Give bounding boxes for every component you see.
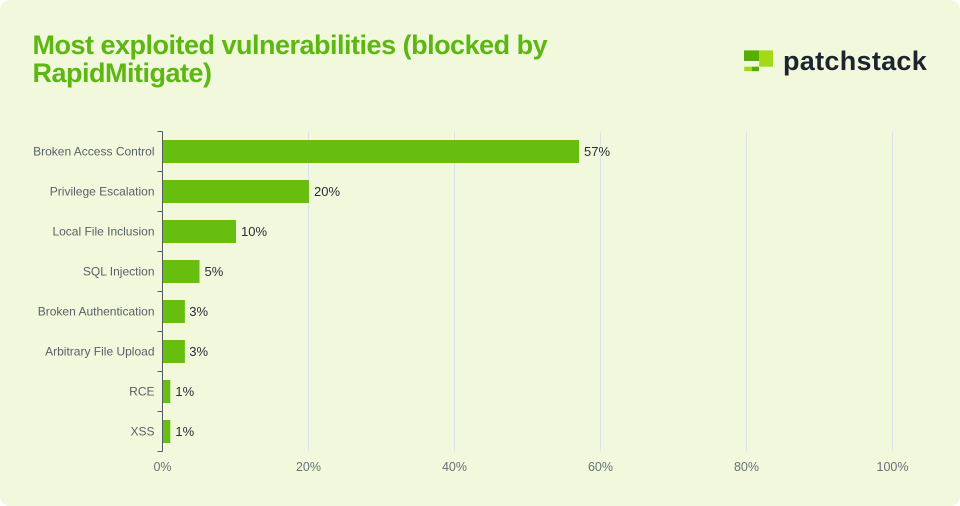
svg-text:RCE: RCE [129,385,154,399]
svg-text:3%: 3% [189,344,208,359]
svg-text:80%: 80% [734,460,759,474]
svg-text:Local File Inclusion: Local File Inclusion [52,225,154,239]
svg-text:XSS: XSS [130,425,154,439]
svg-text:1%: 1% [175,424,194,439]
svg-text:60%: 60% [588,460,613,474]
svg-text:Arbitrary File Upload: Arbitrary File Upload [45,345,154,359]
svg-text:20%: 20% [296,460,321,474]
svg-text:3%: 3% [189,304,208,319]
svg-text:57%: 57% [584,144,610,159]
svg-text:1%: 1% [175,384,194,399]
svg-text:100%: 100% [877,460,909,474]
svg-text:Privilege Escalation: Privilege Escalation [50,185,155,199]
svg-text:SQL Injection: SQL Injection [83,265,155,279]
svg-text:40%: 40% [442,460,467,474]
svg-text:Broken Authentication: Broken Authentication [38,305,155,319]
svg-text:20%: 20% [314,184,340,199]
svg-text:10%: 10% [241,224,267,239]
svg-text:5%: 5% [205,264,224,279]
svg-text:0%: 0% [153,460,171,474]
svg-text:Broken Access Control: Broken Access Control [33,145,154,159]
